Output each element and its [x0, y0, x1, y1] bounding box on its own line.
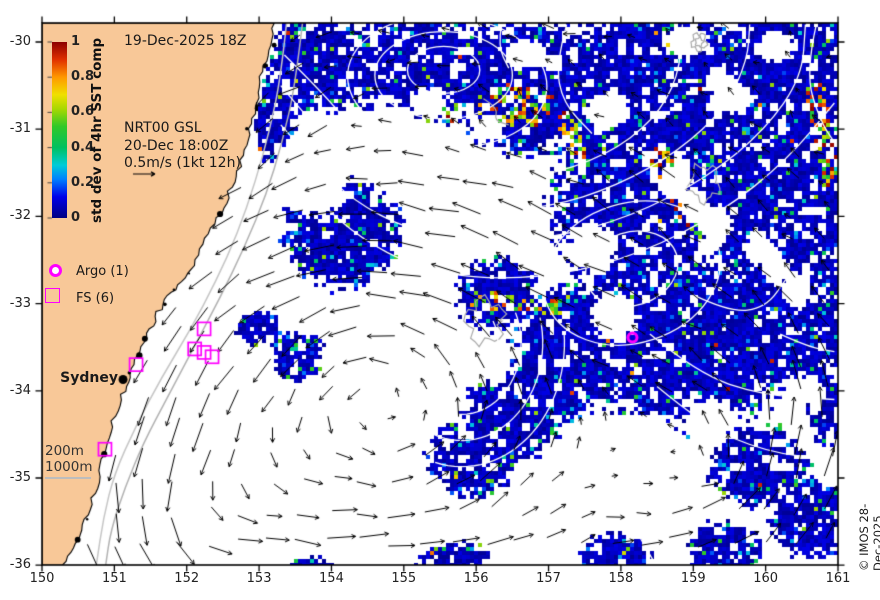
argo-legend-label: Argo (1) [76, 264, 129, 279]
credit-text: © IMOS 28-Dec-2025 14:19 Hobart; Tscale=… [857, 503, 880, 571]
x-tick-label: 161 [825, 571, 851, 586]
model-name: NRT00 GSL [124, 120, 202, 136]
x-tick-label: 155 [391, 571, 417, 586]
colorbar-gradient [52, 42, 67, 218]
x-tick-label: 151 [101, 571, 127, 586]
colorbar-tick-label: 0.2 [71, 174, 95, 190]
y-tick-label: -35 [9, 470, 31, 485]
x-tick-label: 152 [174, 571, 200, 586]
x-tick-label: 158 [608, 571, 634, 586]
x-tick-label: 157 [536, 571, 561, 586]
x-tick-label: 160 [753, 571, 779, 586]
depth-label-1000m: 1000m [45, 459, 93, 475]
y-tick-label: -30 [9, 34, 31, 49]
colorbar-label: std dev of 4hr SST comp [89, 37, 105, 223]
depth-label-200m: 200m [45, 443, 84, 459]
y-tick-label: -31 [9, 121, 31, 137]
y-tick-label: -36 [9, 557, 31, 573]
vector-scale-label: 0.5m/s (1kt 12h) [124, 155, 241, 171]
y-tick-label: -34 [9, 382, 31, 398]
colorbar-tick-label: 1 [71, 34, 81, 49]
colorbar-tick-label: 0 [71, 210, 81, 225]
model-valid-time: 20-Dec 18:00Z [124, 137, 229, 154]
model-info-block: NRT00 GSL 20-Dec 18:00Z 0.5m/s (1kt 12h) [124, 120, 241, 173]
x-tick-label: 153 [246, 571, 272, 586]
colorbar-tick-label: 0.6 [71, 104, 95, 120]
y-tick-label: -32 [9, 208, 31, 224]
timestamp-title: 19-Dec-2025 18Z [124, 33, 247, 49]
x-tick-label: 156 [463, 571, 489, 586]
fs-legend-label: FS (6) [76, 291, 115, 306]
depth-contour-sample-line [45, 477, 91, 479]
city-label-sydney: Sydney [60, 370, 118, 386]
colorbar-tick-label: 0.8 [71, 69, 95, 85]
argo-legend-icon [49, 264, 62, 277]
colorbar-tick-label: 0.4 [71, 139, 95, 155]
x-tick-label: 159 [680, 571, 706, 586]
x-tick-label: 154 [319, 571, 344, 586]
y-tick-label: -33 [9, 295, 31, 311]
x-tick-label: 150 [29, 571, 55, 586]
fs-legend-icon [45, 288, 60, 303]
